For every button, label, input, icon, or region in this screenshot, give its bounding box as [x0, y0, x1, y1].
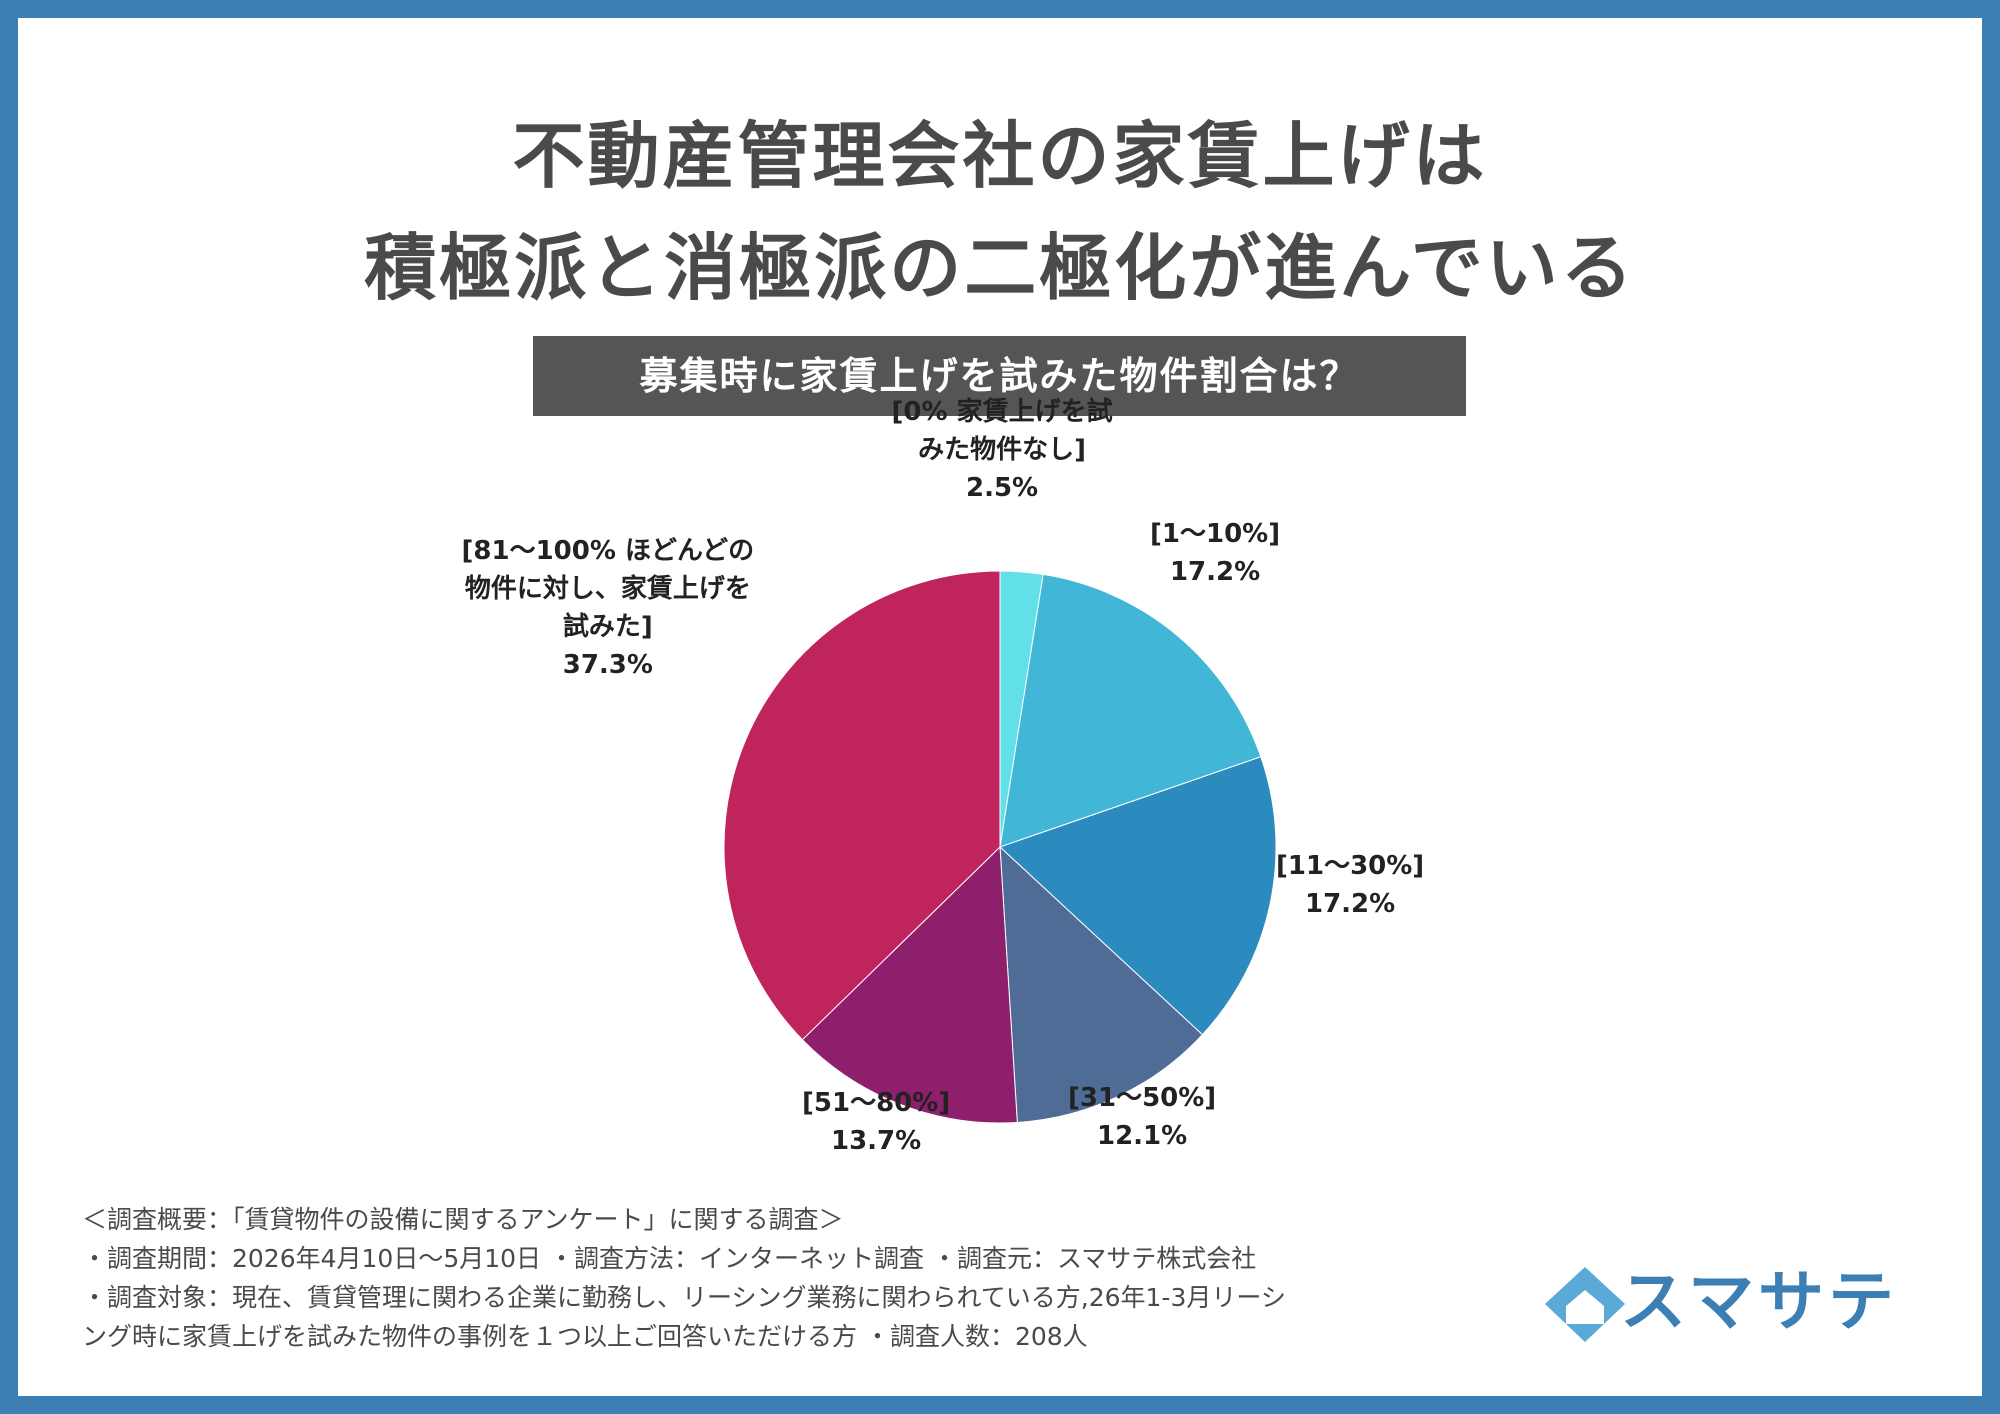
slice-value-label: 2.5%: [965, 473, 1039, 503]
slice-label-text: みた物件なし]: [918, 435, 1086, 465]
slice-label-0: [0% 家賃上げを試 みた物件なし] 2.5%: [892, 393, 1113, 507]
slice-label-text: [81〜100% ほどんどの: [461, 536, 755, 566]
page-title: 不動産管理会社の家賃上げは 積極派と消極派の二極化が進んでいる: [18, 100, 1982, 324]
slice-label-3: [31〜50%] 12.1%: [1068, 1079, 1216, 1155]
slice-label-text: 試みた]: [562, 612, 653, 642]
notes-line-1: ＜調査概要：「賃貸物件の設備に関するアンケート」に関する調査＞: [82, 1205, 844, 1234]
logo-text: スマサテ: [1620, 1263, 1899, 1340]
notes-line-2: ・調査期間：2026年4月10日〜5月10日 ・調査方法：インターネット調査 ・…: [82, 1244, 1257, 1273]
chart-subtitle-bar: 募集時に家賃上げを試みた物件割合は？: [533, 336, 1466, 416]
slice-label-5: [81〜100% ほどんどの 物件に対し、家賃上げを 試みた] 37.3%: [462, 532, 755, 684]
slice-label-4: [51〜80%] 13.7%: [802, 1084, 950, 1160]
slice-label-1: [1〜10%] 17.2%: [1150, 515, 1280, 591]
survey-notes: ＜調査概要：「賃貸物件の設備に関するアンケート」に関する調査＞ ・調査期間：20…: [82, 1200, 1502, 1356]
slice-value-label: 17.2%: [1304, 889, 1396, 919]
notes-line-3: ・調査対象：現在、賃貸管理に関わる企業に勤務し、リーシング業務に関わられている方…: [82, 1283, 1286, 1312]
pie-slice-4: [801, 845, 1018, 1124]
pie-slice-5: [723, 570, 1001, 1041]
slice-label-text: [31〜50%]: [1068, 1083, 1217, 1113]
slice-label-text: [1〜10%]: [1150, 519, 1281, 549]
slice-label-text: 物件に対し、家賃上げを: [464, 574, 751, 604]
slice-label-text: [0% 家賃上げを試: [891, 397, 1113, 427]
smasate-logo-icon: [1545, 1267, 1625, 1342]
slice-value-label: 17.2%: [1169, 557, 1261, 587]
slice-value-label: 37.3%: [562, 650, 653, 680]
pie-slice-2: [999, 756, 1277, 1036]
title-line-2: 積極派と消極派の二極化が進んでいる: [364, 226, 1636, 310]
slice-label-text: [11〜30%]: [1276, 851, 1425, 881]
infographic-card: 不動産管理会社の家賃上げは 積極派と消極派の二極化が進んでいる 募集時に家賃上げ…: [18, 18, 1982, 1396]
slice-value-label: 13.7%: [830, 1126, 922, 1156]
slice-label-text: [51〜80%]: [802, 1088, 951, 1118]
pie-slice-3: [999, 845, 1204, 1123]
slice-label-2: [11〜30%] 17.2%: [1276, 847, 1424, 923]
slice-value-label: 12.1%: [1096, 1121, 1188, 1151]
title-line-1: 不動産管理会社の家賃上げは: [512, 114, 1488, 198]
notes-line-4: ング時に家賃上げを試みた物件の事例を１つ以上ご回答いただける方 ・調査人数：20…: [82, 1322, 1088, 1351]
